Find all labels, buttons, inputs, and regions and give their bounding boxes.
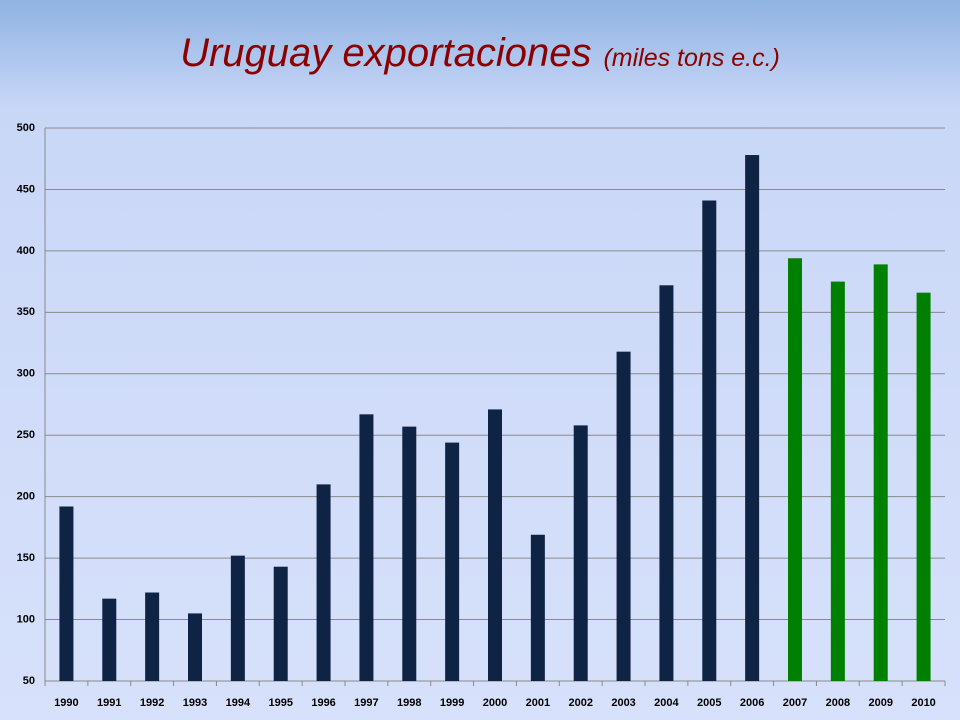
x-tick-label: 1995 (268, 697, 292, 709)
bar (145, 592, 160, 681)
x-tick-label: 1994 (226, 697, 251, 709)
x-tick-label: 2002 (568, 697, 592, 709)
y-tick-label: 100 (17, 613, 35, 625)
x-tick-label: 1997 (354, 697, 378, 709)
x-tick-label: 1996 (311, 697, 335, 709)
x-tick-label: 2003 (611, 697, 635, 709)
bar (188, 613, 202, 681)
y-tick-label: 250 (17, 429, 35, 441)
bar (745, 155, 760, 682)
y-tick-label: 150 (17, 552, 35, 564)
bar (273, 566, 288, 681)
bar (916, 292, 931, 681)
y-tick-label: 500 (17, 122, 35, 134)
bar (659, 285, 674, 681)
bar (873, 264, 888, 681)
x-tick-label: 2006 (740, 697, 764, 709)
bar (488, 409, 502, 681)
bar (316, 484, 331, 681)
bar (445, 442, 460, 681)
x-tick-label: 2005 (697, 697, 721, 709)
y-tick-label: 450 (17, 183, 35, 195)
x-tick-label: 2010 (911, 697, 935, 709)
x-tick-label: 2007 (783, 697, 807, 709)
x-tick-label: 2008 (826, 697, 850, 709)
bar (702, 200, 717, 681)
y-tick-label: 350 (17, 306, 35, 318)
bar (788, 258, 802, 681)
bar (402, 426, 417, 681)
x-tick-label: 1992 (140, 697, 164, 709)
y-tick-label: 200 (17, 491, 35, 503)
bar (530, 534, 545, 681)
x-tick-label: 2009 (868, 697, 892, 709)
x-tick-label: 1999 (440, 697, 464, 709)
x-tick-label: 2000 (483, 697, 507, 709)
bar (59, 506, 74, 681)
x-tick-label: 2001 (526, 697, 550, 709)
y-tick-label: 50 (23, 675, 35, 687)
title: Uruguay exportaciones (180, 31, 591, 75)
subtitle: (miles tons e.c.) (603, 44, 779, 72)
y-tick-label: 300 (17, 368, 35, 380)
bar (573, 425, 588, 681)
x-tick-label: 1998 (397, 697, 421, 709)
x-tick-label: 1991 (97, 697, 121, 709)
y-tick-label: 400 (17, 245, 35, 257)
x-tick-label: 2004 (654, 697, 679, 709)
bar (359, 414, 374, 681)
bar (616, 351, 631, 681)
x-tick-label: 1993 (183, 697, 207, 709)
x-tick-label: 1990 (54, 697, 78, 709)
bar (102, 598, 117, 681)
chart-title: Uruguay exportaciones (miles tons e.c.) (180, 31, 780, 75)
bar (230, 555, 245, 681)
bar (830, 281, 845, 681)
